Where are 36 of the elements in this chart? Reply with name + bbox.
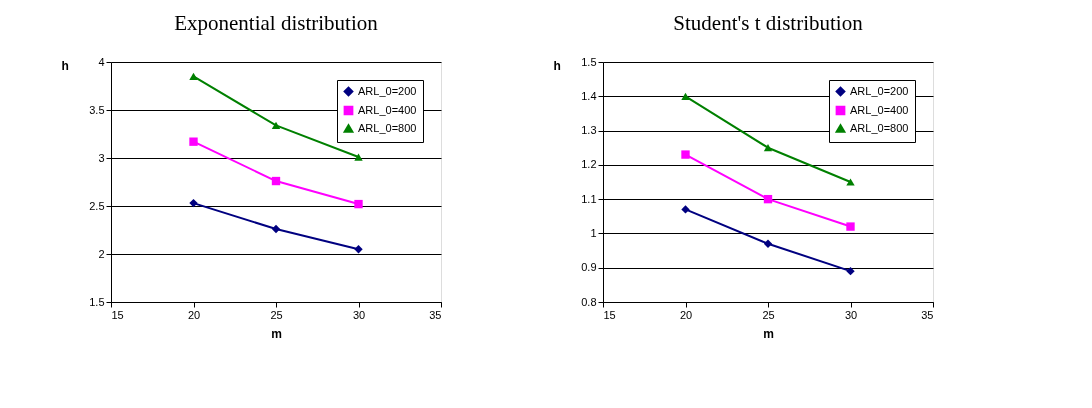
chart-title: Student's t distribution	[673, 11, 864, 35]
x-tick-label: 15	[603, 308, 616, 321]
y-tick-label: 1.4	[581, 89, 597, 102]
y-tick-label: 2.5	[89, 199, 105, 212]
legend-label: ARL_0=200	[358, 84, 417, 97]
x-tick-label: 35	[429, 308, 442, 321]
y-axis-title: h	[61, 58, 69, 73]
y-tick-label: 3.5	[89, 103, 105, 116]
x-tick-label: 30	[352, 308, 366, 321]
y-tick-label: 1.1	[581, 192, 597, 205]
y-tick-label: 0.8	[581, 295, 597, 308]
y-tick-label: 0.9	[581, 261, 597, 274]
x-axis-title: m	[763, 326, 774, 341]
x-tick-label: 20	[679, 308, 693, 321]
legend-label: ARL_0=400	[358, 103, 417, 116]
x-tick-label: 30	[844, 308, 858, 321]
legend-label: ARL_0=800	[850, 121, 909, 134]
chart-title: Exponential distribution	[174, 11, 379, 35]
y-tick-label: 1	[590, 226, 597, 239]
y-tick-label: 1.3	[581, 124, 597, 137]
y-tick-label: 4	[98, 55, 105, 68]
y-tick-label: 2	[98, 247, 105, 260]
x-tick-label: 20	[187, 308, 201, 321]
legend-label: ARL_0=200	[850, 84, 909, 97]
x-tick-label: 15	[111, 308, 124, 321]
legend-label: ARL_0=800	[358, 121, 417, 134]
y-tick-label: 1.5	[581, 55, 597, 68]
x-tick-label: 35	[921, 308, 934, 321]
x-tick-label: 25	[762, 308, 775, 321]
legend-label: ARL_0=400	[850, 103, 909, 116]
x-axis-title: m	[271, 326, 282, 341]
y-axis-title: h	[553, 58, 561, 73]
y-tick-label: 1.5	[89, 295, 105, 308]
y-tick-label: 3	[98, 151, 105, 164]
x-tick-label: 25	[270, 308, 283, 321]
y-tick-label: 1.2	[581, 158, 597, 171]
